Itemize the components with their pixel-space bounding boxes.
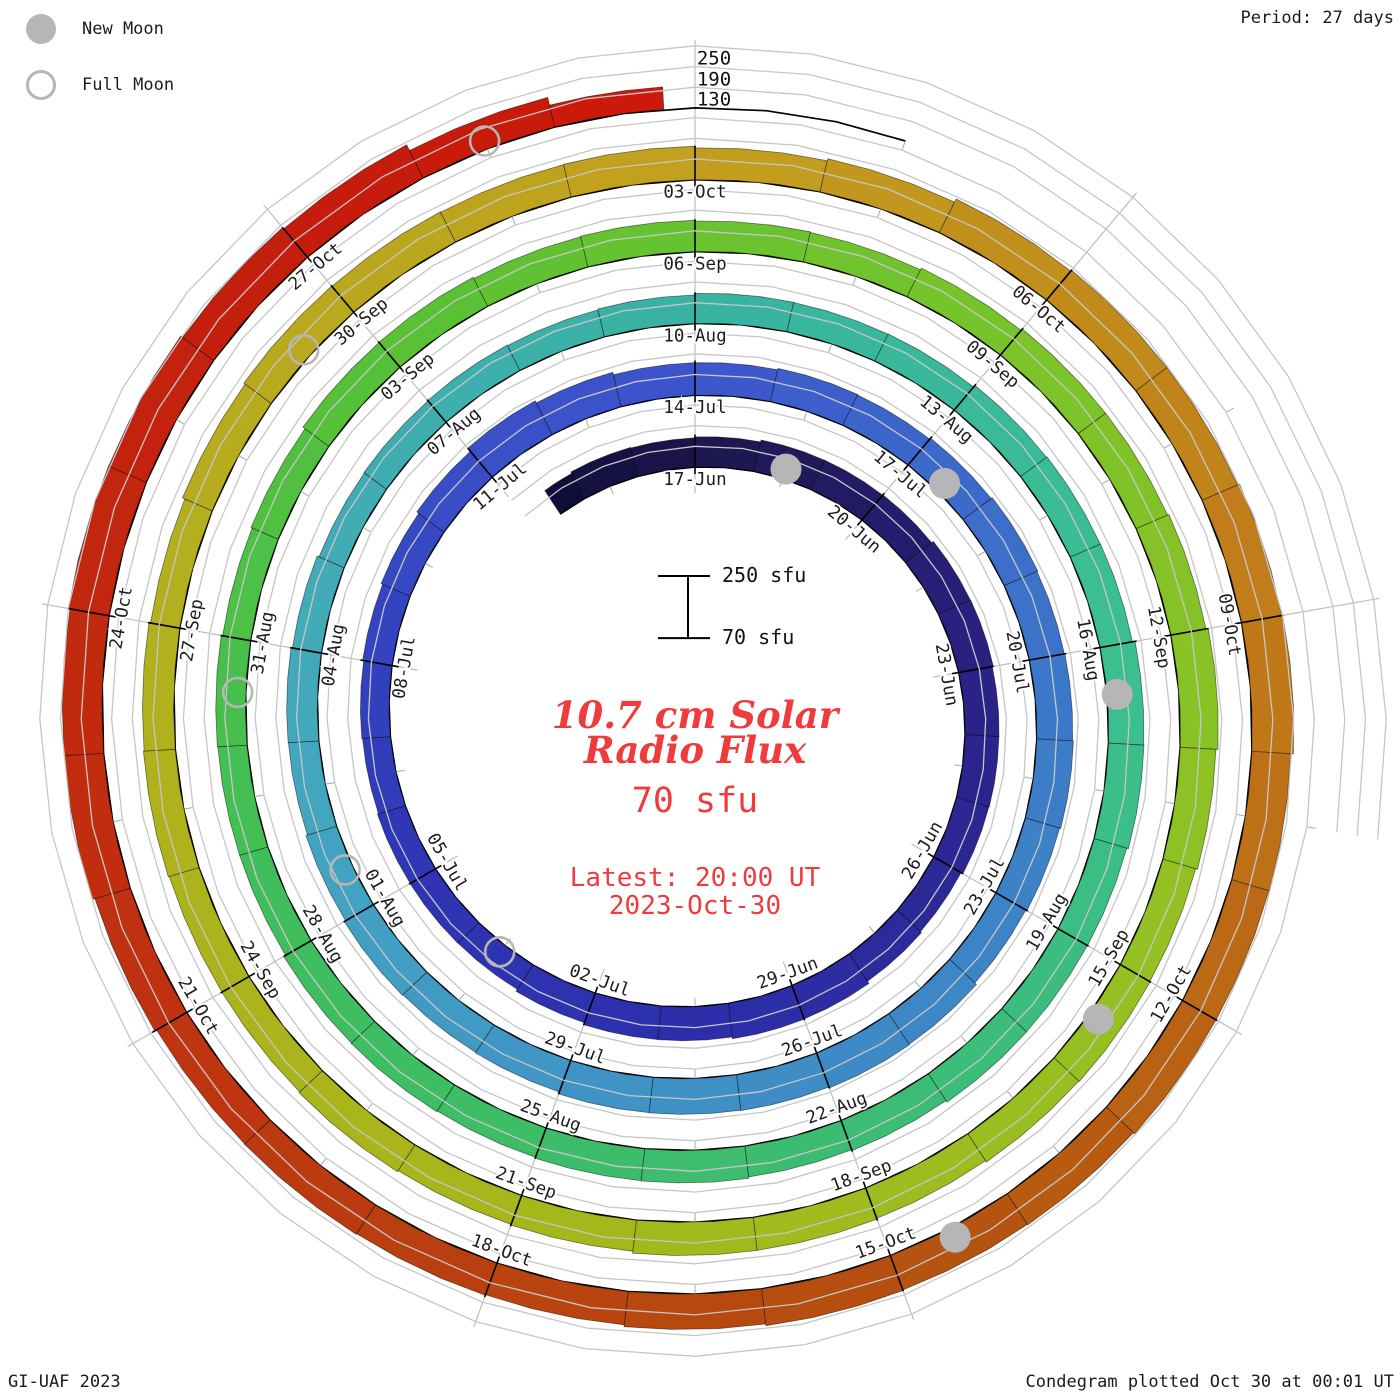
radial-axis-tick-label: 250 xyxy=(697,48,731,70)
legend-row-new-moon: New Moon xyxy=(26,12,174,46)
spiral-date-label: 03-Oct xyxy=(663,183,726,203)
spiral-date-label: 14-Jul xyxy=(663,398,726,418)
chart-title-line2: Radio Flux xyxy=(583,728,807,772)
scale-bar-top-label: 250 sfu xyxy=(722,563,806,587)
full-moon-marker xyxy=(221,676,254,709)
new-moon-marker xyxy=(939,1221,971,1253)
moon-legend: New Moon Full Moon xyxy=(26,12,174,124)
scale-bar-bottom-label: 70 sfu xyxy=(722,625,794,649)
latest-date-label: 2023-Oct-30 xyxy=(608,891,782,921)
new-moon-label: New Moon xyxy=(82,19,164,39)
period-label: Period: 27 days xyxy=(1240,8,1394,28)
new-moon-icon xyxy=(26,14,56,44)
legend-row-full-moon: Full Moon xyxy=(26,68,174,102)
full-moon-marker xyxy=(329,854,361,886)
new-moon-marker xyxy=(1082,1003,1114,1035)
radial-axis-tick-label: 130 xyxy=(697,89,731,111)
credit-label: GI-UAF 2023 xyxy=(8,1372,121,1392)
full-moon-marker xyxy=(468,125,501,157)
current-flux-value: 70 sfu xyxy=(631,781,759,821)
new-moon-marker xyxy=(770,453,802,485)
latest-time-label: Latest: 20:00 UT xyxy=(569,863,821,893)
full-moon-marker xyxy=(483,935,516,968)
full-moon-marker xyxy=(287,333,320,366)
spiral-date-label: 10-Aug xyxy=(663,326,726,346)
new-moon-marker xyxy=(929,468,961,499)
radial-axis-tick-label: 190 xyxy=(697,69,731,91)
full-moon-label: Full Moon xyxy=(82,75,175,95)
spiral-date-label: 06-Sep xyxy=(663,255,726,275)
new-moon-marker xyxy=(1101,678,1133,710)
flux-scale-bar: 250 sfu 70 sfu xyxy=(658,563,806,649)
chart-title-line1: 10.7 cm Solar xyxy=(551,693,839,737)
plotted-timestamp-label: Condegram plotted Oct 30 at 00:01 UT xyxy=(1025,1372,1394,1392)
full-moon-icon xyxy=(26,70,56,100)
spiral-date-label: 17-Jun xyxy=(663,470,726,490)
